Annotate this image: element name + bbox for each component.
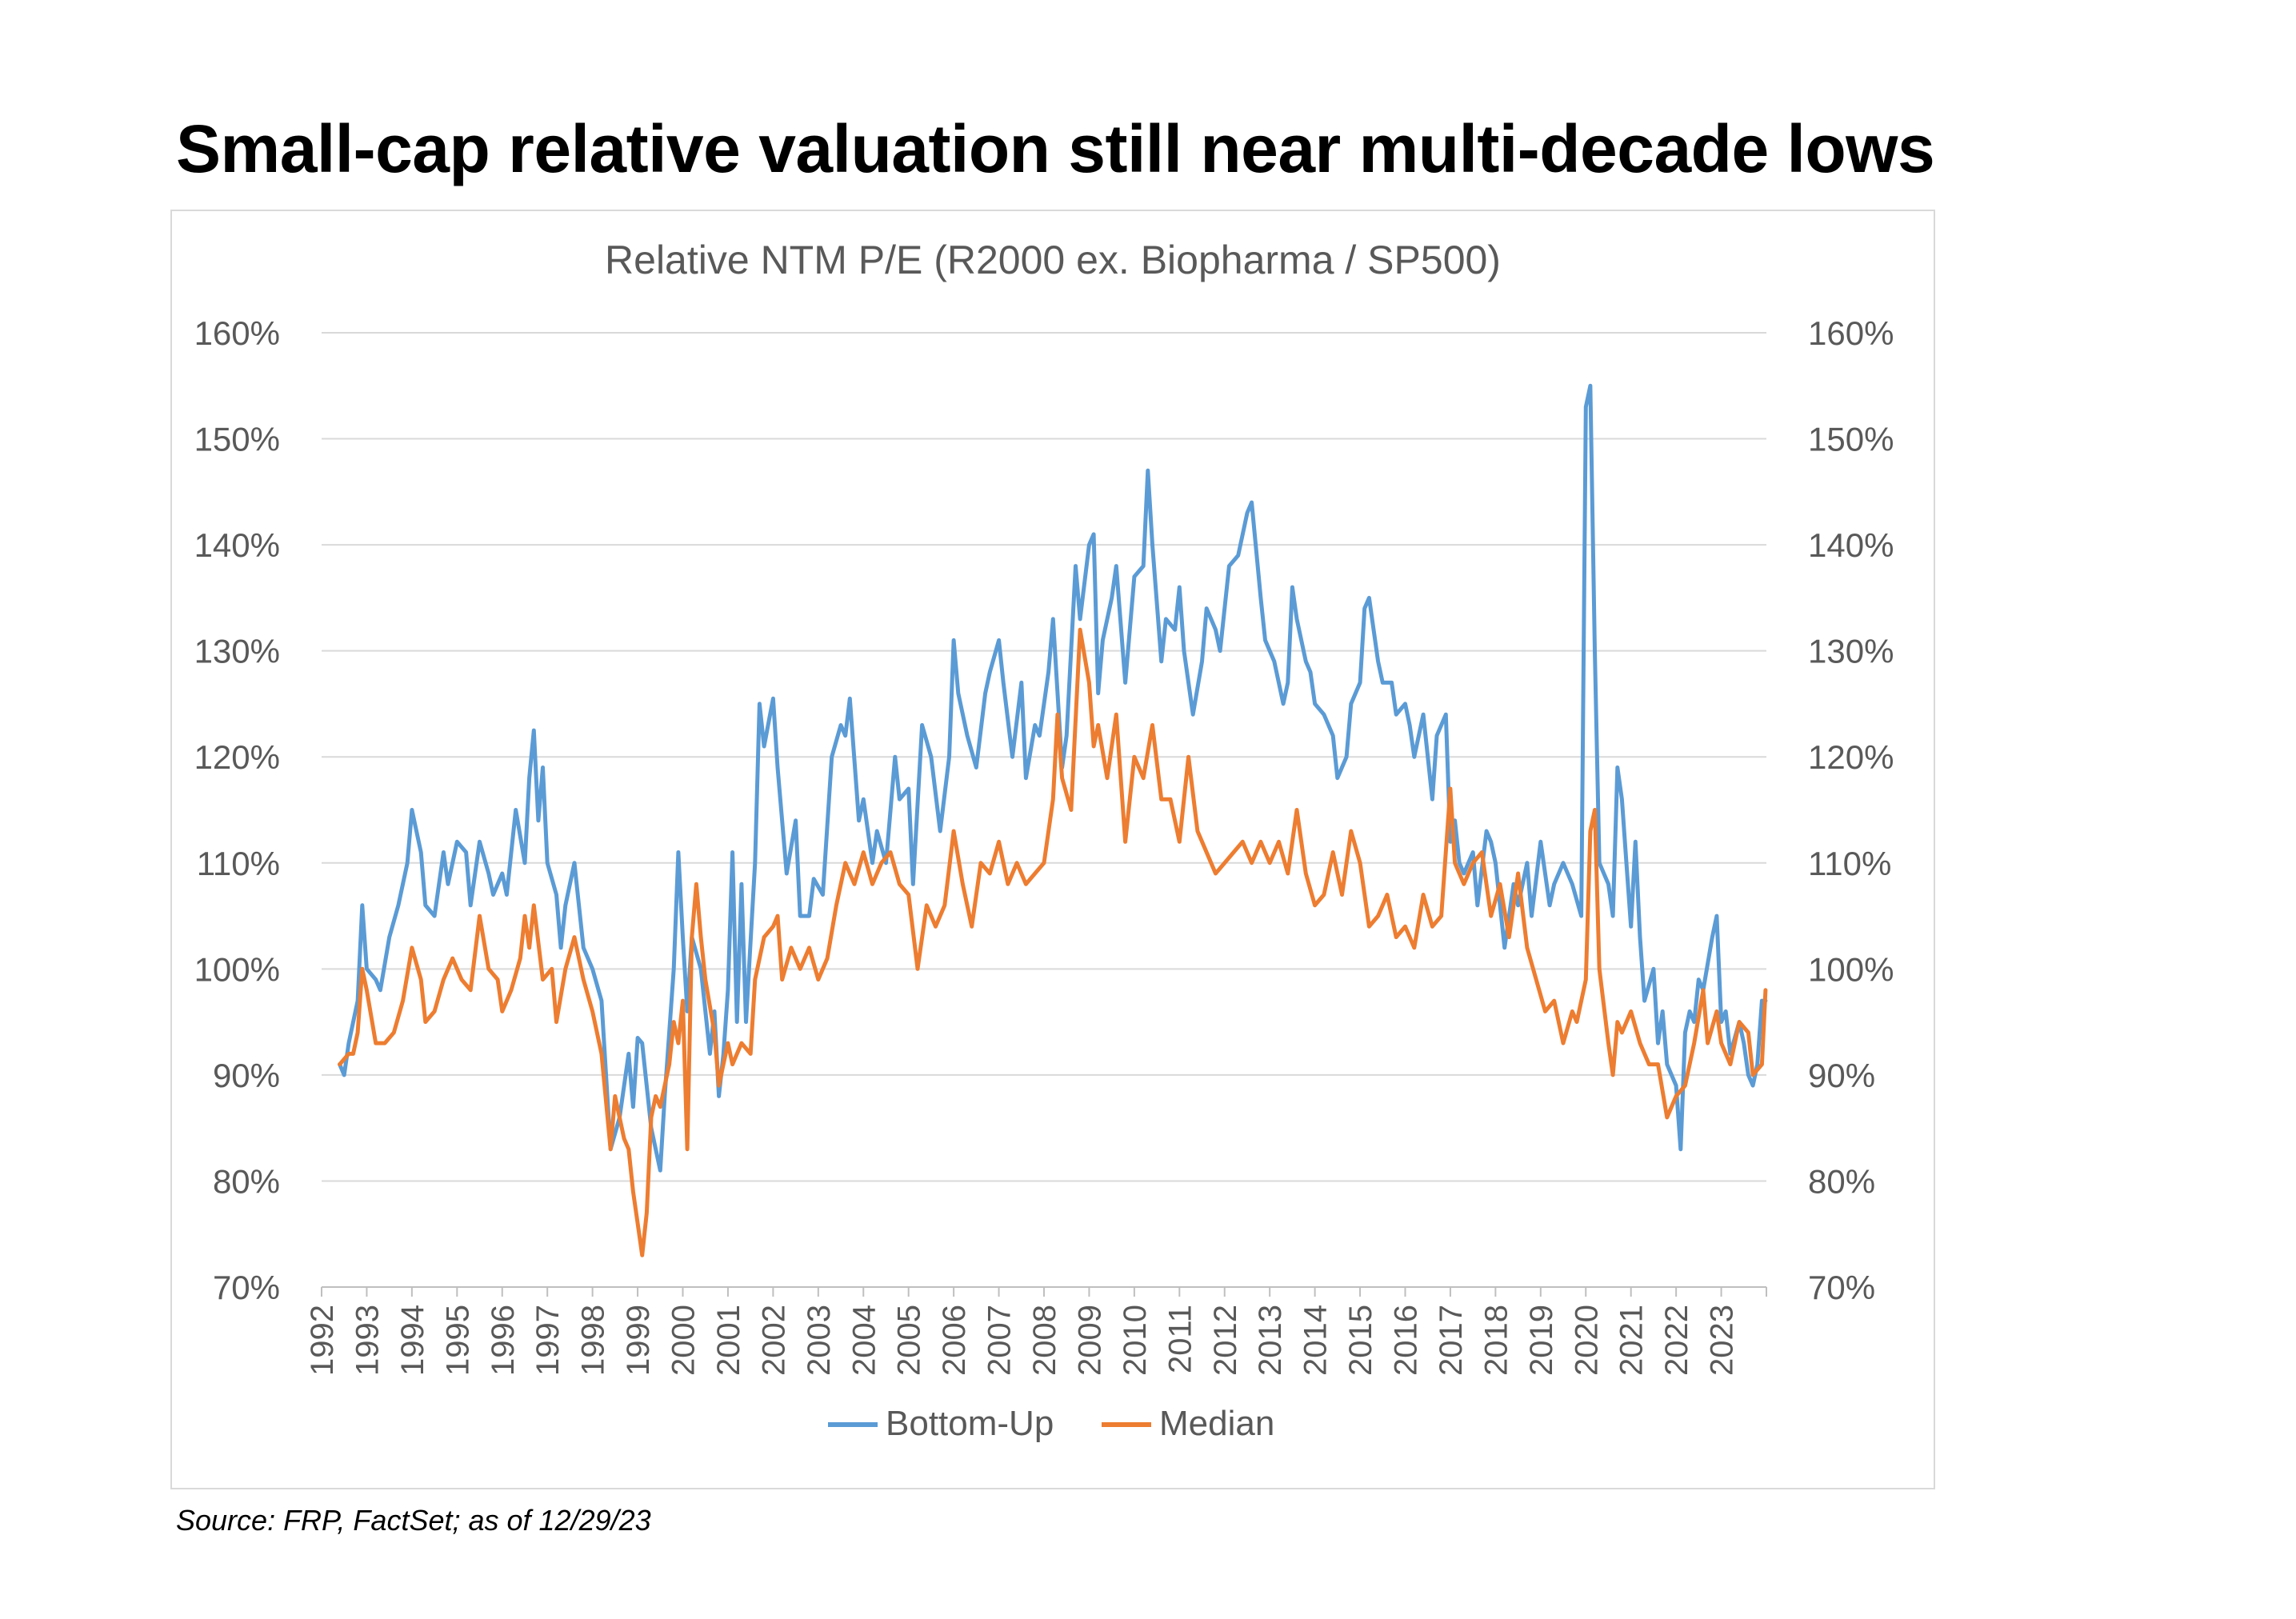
chart-title: Relative NTM P/E (R2000 ex. Biopharma / … (605, 238, 1501, 282)
x-tick-label: 2023 (1705, 1305, 1740, 1376)
x-tick-label: 2010 (1118, 1305, 1153, 1376)
x-tick-label: 2017 (1434, 1305, 1469, 1376)
y-tick-label-left: 160% (194, 314, 280, 352)
x-tick-label: 2007 (982, 1305, 1018, 1376)
x-tick-label: 2018 (1478, 1305, 1514, 1376)
x-tick-label: 1999 (621, 1305, 656, 1376)
x-tick-label: 2001 (711, 1305, 746, 1376)
legend-label-median: Median (1159, 1404, 1274, 1443)
y-tick-label-right: 140% (1808, 526, 1894, 564)
x-tick-label: 2015 (1343, 1305, 1378, 1376)
x-tick-label: 2006 (937, 1305, 972, 1376)
y-tick-label-left: 110% (197, 845, 280, 882)
axes: 70% 70% 80% 80% 90% 90% 100% 100% 110% 110% 120% 12… (194, 314, 1894, 1376)
x-tick-label: 1992 (305, 1305, 340, 1376)
x-tick-label: 1994 (395, 1305, 430, 1376)
page-headline: Small-cap relative valuation still near … (176, 111, 1935, 186)
y-tick-label-right: 130% (1808, 633, 1894, 670)
line-chart: Relative NTM P/E (R2000 ex. Biopharma / … (194, 238, 1894, 1443)
y-tick-label-right: 120% (1808, 738, 1894, 776)
y-tick-label-right: 70% (1808, 1269, 1875, 1306)
y-tick-label-left: 150% (194, 421, 280, 458)
x-tick-label: 1996 (486, 1305, 521, 1376)
y-tick-label-right: 150% (1808, 421, 1894, 458)
x-tick-label: 1993 (350, 1305, 385, 1376)
legend-label-bottom-up: Bottom-Up (886, 1404, 1054, 1443)
y-tick-label-left: 90% (213, 1057, 280, 1094)
y-tick-label-left: 80% (213, 1162, 280, 1200)
x-tick-label: 2000 (666, 1305, 702, 1376)
y-tick-label-left: 130% (194, 633, 280, 670)
y-tick-label-left: 120% (194, 738, 280, 776)
x-tick-label: 2005 (892, 1305, 927, 1376)
x-tick-label: 2003 (802, 1305, 837, 1376)
x-tick-label: 2022 (1659, 1305, 1694, 1376)
y-tick-label-right: 100% (1808, 950, 1894, 988)
y-tick-label-left: 70% (213, 1269, 280, 1306)
x-tick-label: 2013 (1253, 1305, 1288, 1376)
legend: Bottom-Up Median (828, 1404, 1274, 1443)
x-tick-label: 2009 (1072, 1305, 1107, 1376)
series-line-bottom-up (338, 383, 1768, 1173)
x-tick-label: 2016 (1389, 1305, 1424, 1376)
chart-frame: Relative NTM P/E (R2000 ex. Biopharma / … (170, 210, 1935, 1489)
series-lines (338, 383, 1768, 1257)
x-tick-label: 2004 (846, 1305, 882, 1376)
x-tick-label: 1998 (576, 1305, 611, 1376)
y-tick-label-right: 80% (1808, 1162, 1875, 1200)
x-tick-label: 2014 (1298, 1305, 1334, 1376)
y-tick-label-right: 90% (1808, 1057, 1875, 1094)
x-tick-label: 2002 (756, 1305, 791, 1376)
x-tick-label: 2019 (1524, 1305, 1559, 1376)
x-tick-label: 1997 (530, 1305, 566, 1376)
y-tick-label-left: 140% (194, 526, 280, 564)
x-tick-label: 2011 (1162, 1305, 1198, 1373)
y-tick-label-right: 160% (1808, 314, 1894, 352)
y-tick-label-left: 100% (194, 950, 280, 988)
x-tick-label: 2012 (1208, 1305, 1243, 1376)
x-tick-label: 1995 (440, 1305, 475, 1376)
series-line-median (338, 627, 1768, 1257)
gridlines (322, 332, 1766, 1182)
x-tick-label: 2008 (1027, 1305, 1062, 1376)
x-tick-label: 2020 (1569, 1305, 1604, 1376)
y-tick-label-right: 110% (1808, 845, 1891, 882)
x-tick-label: 2021 (1614, 1305, 1650, 1376)
source-note: Source: FRP, FactSet; as of 12/29/23 (176, 1504, 651, 1537)
